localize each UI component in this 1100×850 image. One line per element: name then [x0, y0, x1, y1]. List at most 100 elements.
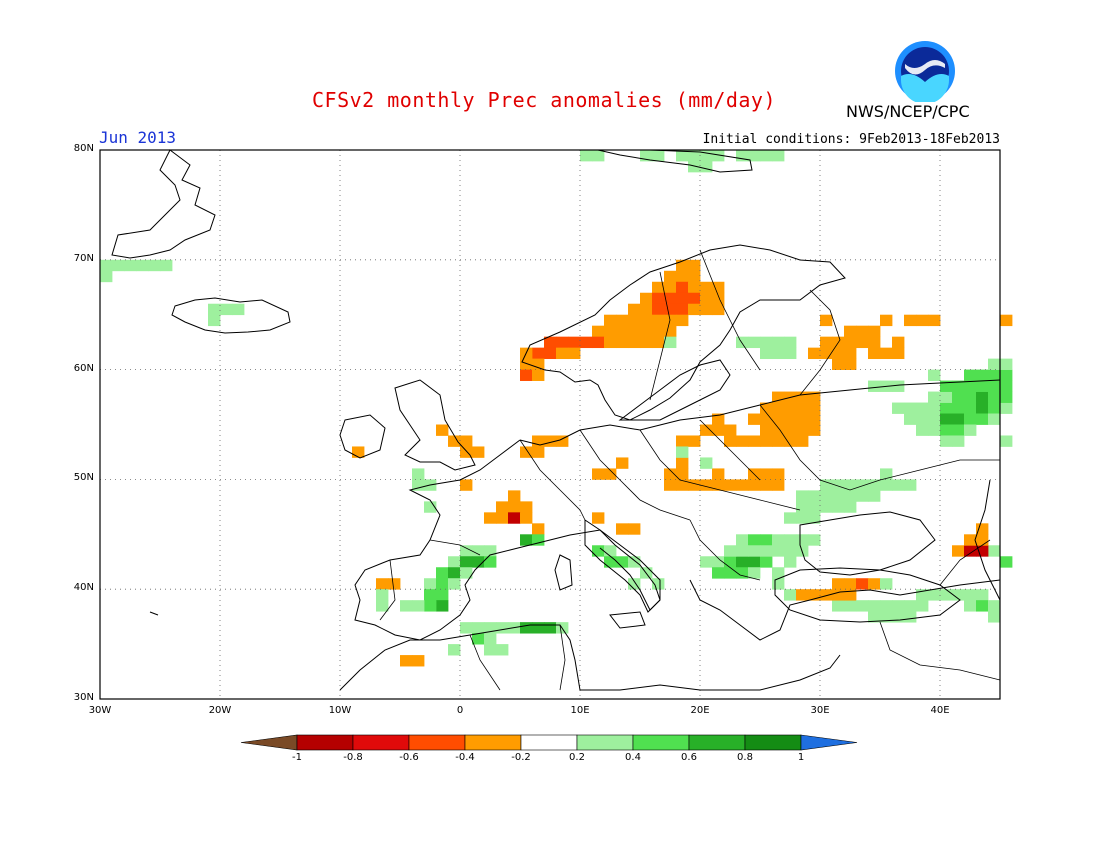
anomaly-cell	[988, 391, 1001, 403]
latitude-label: 40N	[73, 582, 94, 594]
anomaly-cell	[652, 292, 665, 305]
anomaly-cell	[1000, 369, 1013, 381]
anomaly-cell	[952, 391, 965, 403]
colorbar-label: -0.8	[343, 752, 363, 763]
anomaly-cell	[652, 578, 665, 590]
anomaly-cell	[1000, 391, 1013, 403]
anomaly-cell	[700, 556, 713, 568]
anomaly-cell	[796, 534, 809, 546]
anomaly-cell	[880, 479, 893, 491]
anomaly-cell	[496, 644, 509, 656]
anomaly-cell	[760, 556, 773, 568]
anomaly-cell	[796, 402, 809, 414]
anomaly-cell	[928, 369, 941, 381]
anomaly-cell	[628, 523, 641, 535]
anomaly-cell	[988, 358, 1001, 370]
longitude-label: 20E	[690, 705, 710, 716]
anomaly-cell	[448, 435, 461, 447]
anomaly-cell	[784, 512, 797, 524]
colorbar-label: -0.2	[511, 752, 531, 763]
anomaly-cell	[460, 556, 473, 568]
anomaly-cell	[568, 336, 581, 349]
anomaly-cell	[712, 303, 725, 316]
anomaly-cell	[808, 424, 821, 436]
anomaly-cell	[676, 446, 689, 458]
anomaly-cell	[676, 435, 689, 447]
anomaly-cell	[676, 303, 689, 316]
anomaly-cell	[976, 402, 989, 414]
anomaly-cell	[616, 556, 629, 568]
initial-conditions: Initial conditions: 9Feb2013-18Feb2013	[702, 132, 1000, 147]
anomaly-cell	[808, 501, 821, 513]
anomaly-cell	[844, 600, 857, 612]
anomaly-cell	[520, 512, 533, 524]
anomaly-cell	[844, 501, 857, 513]
anomaly-cell	[640, 325, 653, 338]
colorbar-low-arrow	[240, 734, 298, 751]
anomaly-cell	[796, 424, 809, 436]
anomaly-cell	[868, 347, 881, 360]
anomaly-cell	[700, 292, 713, 305]
anomaly-cell	[928, 391, 941, 403]
colorbar-box	[744, 734, 802, 751]
anomaly-cell	[604, 336, 617, 349]
anomaly-cell	[460, 435, 473, 447]
anomaly-cell	[592, 325, 605, 338]
anomaly-cell	[688, 281, 701, 294]
colorbar-label: -0.6	[399, 752, 419, 763]
colorbar-box	[520, 734, 578, 751]
agency-label: NWS/NCEP/CPC	[846, 102, 970, 121]
anomaly-cell	[472, 622, 485, 634]
anomaly-cell	[988, 611, 1001, 623]
anomaly-cell	[844, 589, 857, 601]
anomaly-cell	[652, 303, 665, 316]
anomaly-cell	[928, 424, 941, 436]
anomaly-cell	[916, 413, 929, 425]
anomaly-cell	[664, 336, 677, 349]
anomaly-cell	[664, 303, 677, 316]
anomaly-cell	[892, 347, 905, 360]
anomaly-cell	[532, 523, 545, 535]
anomaly-cell	[700, 160, 713, 173]
anomaly-cell	[700, 303, 713, 316]
anomaly-cell	[964, 589, 977, 601]
anomaly-cell	[100, 259, 113, 272]
anomaly-cell	[556, 435, 569, 447]
anomaly-cell	[736, 534, 749, 546]
anomaly-cell	[976, 413, 989, 425]
anomaly-cell	[580, 150, 593, 162]
anomaly-cell	[412, 479, 425, 491]
colorbar-label: 0.8	[737, 752, 753, 763]
anomaly-cell	[712, 567, 725, 579]
anomaly-cell	[892, 336, 905, 349]
anomaly-cell	[976, 534, 989, 546]
anomaly-cell	[832, 589, 845, 601]
map-frame	[99, 149, 1001, 700]
anomaly-cell	[916, 314, 929, 327]
anomaly-cell	[976, 369, 989, 381]
anomaly-cell	[544, 435, 557, 447]
anomaly-cell	[388, 578, 401, 590]
anomaly-cell	[868, 611, 881, 623]
anomaly-cell	[412, 468, 425, 480]
anomaly-cell	[796, 589, 809, 601]
anomaly-cell	[508, 512, 521, 524]
anomaly-cell	[964, 402, 977, 414]
anomaly-cell	[484, 622, 497, 634]
anomaly-cell	[772, 479, 785, 491]
colorbar-label: 0.6	[681, 752, 697, 763]
anomaly-cell	[880, 600, 893, 612]
anomaly-cell	[808, 413, 821, 425]
anomaly-cell	[688, 270, 701, 283]
anomaly-cell	[592, 150, 605, 162]
forecast-month: Jun 2013	[99, 128, 177, 147]
colorbar-label: 0.4	[625, 752, 641, 763]
anomaly-cell	[772, 413, 785, 425]
anomaly-cell	[808, 490, 821, 502]
anomaly-cell	[748, 534, 761, 546]
anomaly-cell	[760, 402, 773, 414]
anomaly-cell	[532, 435, 545, 447]
anomaly-cell	[832, 479, 845, 491]
noaa-logo	[895, 41, 955, 102]
anomaly-cell	[688, 435, 701, 447]
